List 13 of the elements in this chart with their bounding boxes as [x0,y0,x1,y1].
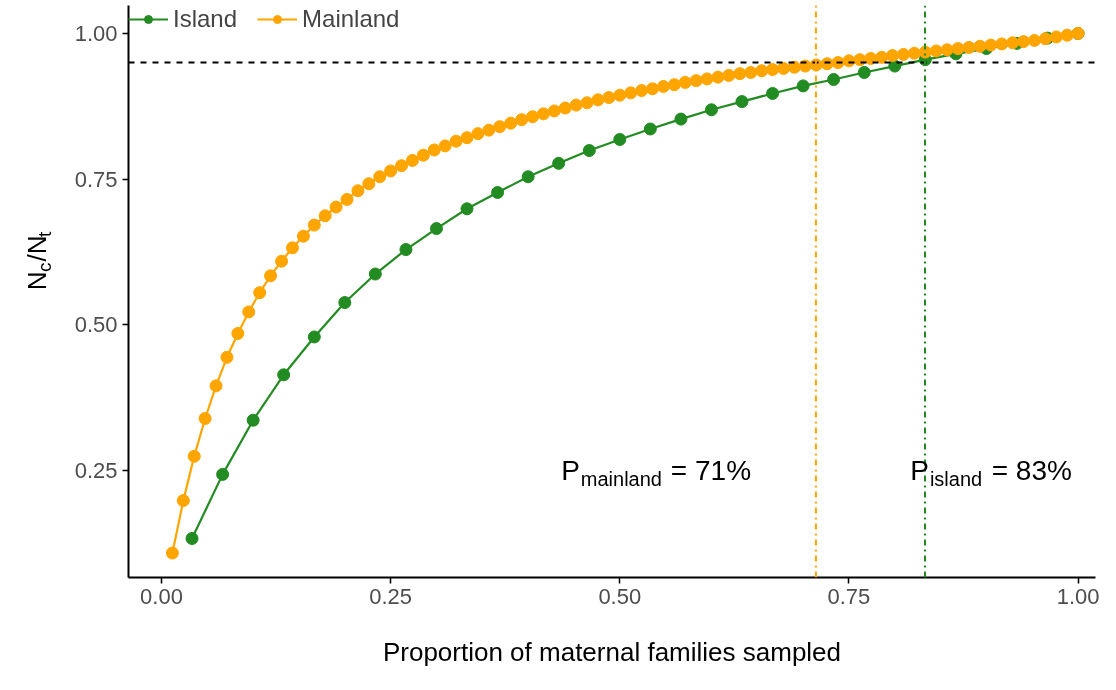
x-tick-label: 0.25 [369,583,413,609]
x-tick-label: 0.75 [827,583,871,609]
x-tick-label: 0.50 [598,583,642,609]
x-tick-label: 0.00 [140,583,183,609]
y-tick-label: 1.00 [74,20,118,46]
legend-label: Mainland [302,5,400,33]
y-axis-title: Nc/Nt [21,230,55,291]
y-tick-label: 0.50 [74,312,118,338]
legend-label: Island [173,5,238,33]
x-axis-title: Proportion of maternal families sampled [382,636,842,667]
y-tick-label: 0.25 [74,457,118,483]
x-tick-label: 1.00 [1056,583,1100,609]
y-tick-label: 0.75 [74,166,118,192]
